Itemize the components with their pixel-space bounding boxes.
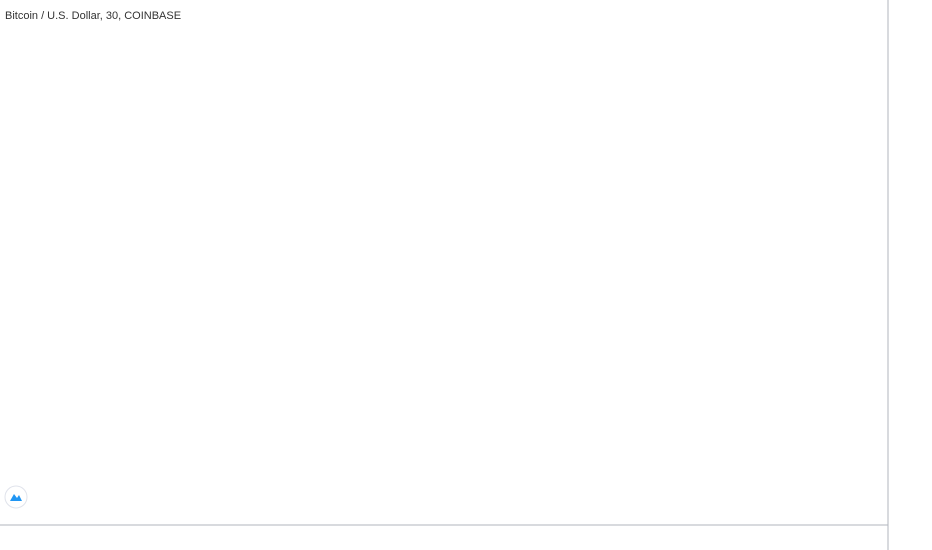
logo-mark [10,494,22,501]
logo[interactable] [4,485,28,509]
chart-title: Bitcoin / U.S. Dollar, 30, COINBASE [5,10,181,22]
